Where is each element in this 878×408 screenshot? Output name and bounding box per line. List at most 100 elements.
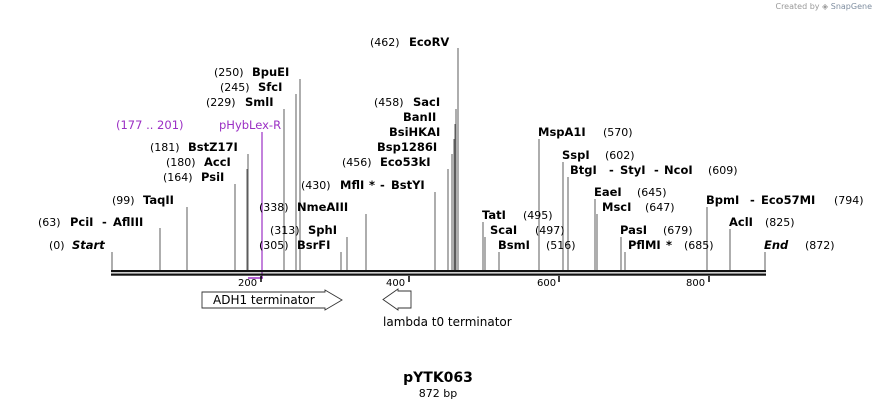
site-name: EaeI	[594, 185, 622, 199]
site-name: TaqII	[143, 193, 174, 207]
site-name: AclI	[729, 215, 753, 229]
site-extra: AflIII	[113, 215, 143, 229]
site-pos: (609)	[708, 164, 738, 177]
site-pos: (181)	[150, 141, 180, 154]
site-mfli: (430) MflI * - BstYI	[301, 178, 425, 192]
site-msci: MscI (647)	[602, 200, 675, 214]
site-acli: AclI (825)	[729, 215, 795, 229]
site-end: End (872)	[764, 238, 835, 252]
site-labels: (0) Start (63) PciI - AflIII (99) TaqII …	[38, 35, 864, 252]
site-eco53ki: (456) Eco53kI	[342, 155, 431, 169]
site-pos: (164)	[163, 171, 193, 184]
site-name: SacI	[413, 95, 440, 109]
site-name: BpmI	[706, 193, 739, 207]
site-name: AccI	[204, 155, 231, 169]
site-pos: (645)	[637, 186, 667, 199]
primer-phyblex-r: (177 .. 201) pHybLex-R	[116, 118, 281, 279]
site-pos: (250)	[214, 66, 244, 79]
primer-name: pHybLex-R	[219, 118, 281, 132]
site-pflmi: PflMI * (685)	[628, 238, 714, 252]
site-pos: (245)	[220, 81, 250, 94]
site-name: PasI	[620, 223, 647, 237]
site-bsmi: BsmI (516)	[498, 238, 576, 252]
site-name: TatI	[482, 208, 506, 222]
site-pos: (647)	[645, 201, 675, 214]
site-pos: (229)	[206, 96, 236, 109]
site-mspa1i: MspA1I (570)	[538, 125, 633, 139]
site-pos: (0)	[49, 239, 65, 252]
site-star: *	[369, 178, 375, 192]
site-taqii: (99) TaqII	[112, 193, 174, 207]
site-name: ScaI	[490, 223, 517, 237]
credit-prefix: Created by	[775, 2, 820, 11]
site-start: (0) Start	[49, 238, 105, 252]
site-name: Start	[72, 238, 105, 252]
site-bsihkai: BsiHKAI	[389, 125, 440, 139]
site-name: BtgI	[570, 163, 597, 177]
site-separator: -	[750, 193, 755, 207]
feature-adh1-terminator: ADH1 terminator	[201, 289, 343, 311]
site-pos: (825)	[765, 216, 795, 229]
site-pos: (602)	[605, 149, 635, 162]
site-pos: (458)	[374, 96, 404, 109]
reverse-arrow-icon	[382, 288, 412, 311]
site-pos: (570)	[603, 126, 633, 139]
site-name: BsrFI	[297, 238, 330, 252]
site-pos: (63)	[38, 216, 61, 229]
site-pos: (794)	[834, 194, 864, 207]
sequence-strand-bottom	[111, 273, 766, 276]
site-name: MspA1I	[538, 125, 586, 139]
site-tati: TatI (495)	[482, 208, 553, 222]
site-name: Eco53kI	[380, 155, 431, 169]
site-bpuei: (250) BpuEI	[214, 65, 289, 79]
site-name: EcoRV	[409, 35, 449, 49]
site-sspi: SspI (602)	[562, 148, 635, 162]
site-nmeaiii: (338) NmeAIII	[259, 200, 348, 214]
site-sfci: (245) SfcI	[220, 80, 282, 94]
site-pos: (462)	[370, 36, 400, 49]
site-separator: -	[380, 178, 385, 192]
site-pos: (679)	[663, 224, 693, 237]
site-pos: (685)	[684, 239, 714, 252]
ruler-label-600: 600	[537, 278, 556, 289]
site-name: MscI	[602, 200, 631, 214]
site-lines	[111, 48, 766, 270]
ruler-label-400: 400	[386, 278, 405, 289]
ruler: 200 400 600 800	[238, 276, 710, 289]
site-separator: -	[102, 215, 107, 229]
ruler-label-200: 200	[238, 278, 257, 289]
site-pos: (495)	[523, 209, 553, 222]
site-bsp1286i: Bsp1286I	[377, 140, 437, 154]
site-saci: (458) SacI	[374, 95, 440, 109]
site-name: PsiI	[201, 170, 224, 184]
site-pos: (305)	[259, 239, 289, 252]
feature-label: lambda t0 terminator	[383, 315, 512, 329]
site-ecorv: (462) EcoRV	[370, 35, 449, 49]
site-pos: (872)	[805, 239, 835, 252]
plasmid-length: 872 bp	[419, 387, 457, 400]
snapgene-credit: Created by ◈ SnapGene	[775, 2, 872, 11]
site-name: PflMI	[628, 238, 661, 252]
site-bpmi: BpmI - Eco57MI (794)	[706, 193, 864, 207]
site-scai: ScaI (497)	[490, 223, 565, 237]
site-sphi: (313) SphI	[270, 223, 337, 237]
site-name: NmeAIII	[297, 200, 348, 214]
site-star: *	[666, 238, 672, 252]
sequence-strand-top	[111, 270, 766, 273]
site-pos: (430)	[301, 179, 331, 192]
site-pos: (180)	[166, 156, 196, 169]
site-pos: (99)	[112, 194, 135, 207]
site-psii: (164) PsiI	[163, 170, 224, 184]
site-pos: (338)	[259, 201, 289, 214]
site-name: SphI	[308, 223, 337, 237]
site-separator: -	[609, 163, 614, 177]
site-name: SspI	[562, 148, 590, 162]
ruler-label-800: 800	[686, 278, 705, 289]
site-name: BstZ17I	[188, 140, 238, 154]
site-pos: (516)	[546, 239, 576, 252]
site-name: SmlI	[245, 95, 274, 109]
plasmid-name: pYTK063	[403, 370, 473, 386]
site-extra: StyI	[620, 163, 646, 177]
site-name: BanII	[403, 110, 436, 124]
site-pos: (497)	[535, 224, 565, 237]
